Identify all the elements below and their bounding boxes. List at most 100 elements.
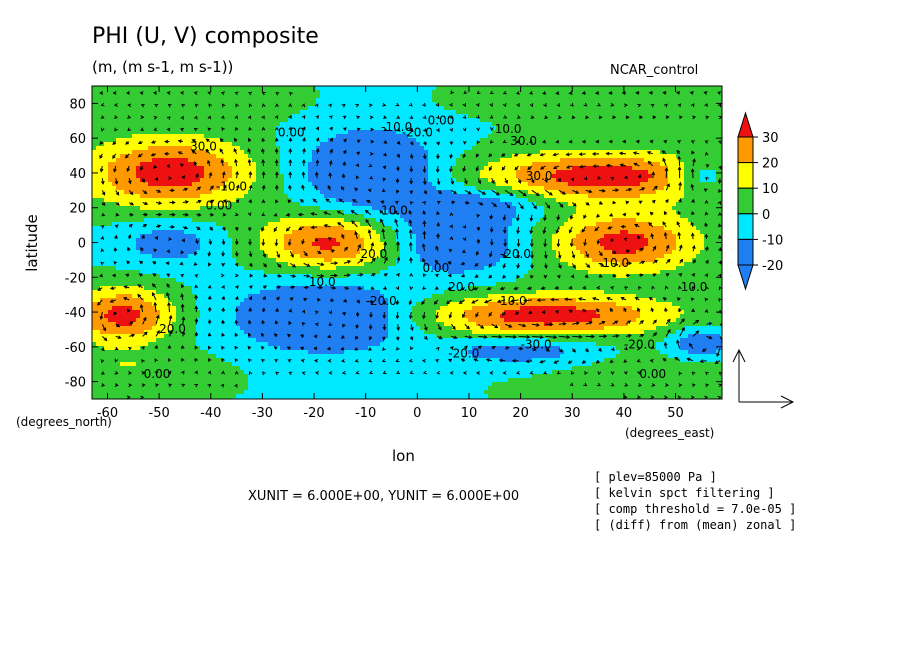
field-cell bbox=[204, 354, 209, 359]
field-cell bbox=[212, 170, 217, 175]
field-cell bbox=[248, 122, 253, 127]
field-cell bbox=[164, 298, 169, 303]
field-cell bbox=[292, 322, 297, 327]
field-cell bbox=[156, 242, 161, 247]
field-cell bbox=[304, 234, 309, 239]
field-cell bbox=[220, 218, 225, 223]
field-cell bbox=[256, 362, 261, 367]
field-cell bbox=[340, 226, 345, 231]
field-cell bbox=[320, 98, 325, 103]
field-cell bbox=[248, 330, 253, 335]
field-cell bbox=[136, 158, 141, 163]
field-cell bbox=[124, 122, 129, 127]
field-cell bbox=[300, 118, 305, 123]
field-cell bbox=[236, 322, 241, 327]
field-cell bbox=[200, 94, 205, 99]
field-cell bbox=[232, 342, 237, 347]
field-cell bbox=[184, 242, 189, 247]
field-cell bbox=[116, 370, 121, 375]
field-cell bbox=[116, 158, 121, 163]
field-cell bbox=[100, 366, 105, 371]
field-cell bbox=[100, 134, 105, 139]
field-cell bbox=[196, 202, 201, 207]
field-cell bbox=[312, 266, 317, 271]
field-cell bbox=[308, 326, 313, 331]
field-cell bbox=[264, 254, 269, 259]
field-cell bbox=[272, 162, 277, 167]
field-cell bbox=[104, 202, 109, 207]
field-cell bbox=[244, 218, 249, 223]
field-cell bbox=[152, 194, 157, 199]
field-cell bbox=[296, 258, 301, 263]
field-cell bbox=[264, 386, 269, 391]
field-cell bbox=[96, 342, 101, 347]
field-cell bbox=[272, 122, 277, 127]
field-cell bbox=[256, 246, 261, 251]
field-cell bbox=[292, 198, 297, 203]
field-cell bbox=[192, 382, 197, 387]
field-cell bbox=[328, 178, 333, 183]
field-cell bbox=[188, 86, 193, 91]
field-cell bbox=[272, 306, 277, 311]
field-cell bbox=[320, 166, 325, 171]
field-cell bbox=[308, 354, 313, 359]
field-cell bbox=[176, 158, 181, 163]
field-cell bbox=[292, 142, 297, 147]
field-cell bbox=[168, 222, 173, 227]
field-cell bbox=[120, 302, 125, 307]
field-cell bbox=[292, 370, 297, 375]
field-cell bbox=[308, 154, 313, 159]
field-cell bbox=[252, 322, 257, 327]
field-cell bbox=[296, 214, 301, 219]
field-cell bbox=[276, 94, 281, 99]
field-cell bbox=[236, 170, 241, 175]
field-cell bbox=[160, 102, 165, 107]
field-cell bbox=[208, 134, 213, 139]
field-cell bbox=[104, 170, 109, 175]
field-cell bbox=[268, 206, 273, 211]
field-cell bbox=[328, 194, 333, 199]
field-cell bbox=[324, 358, 329, 363]
field-cell bbox=[292, 302, 297, 307]
field-cell bbox=[108, 362, 113, 367]
field-cell bbox=[252, 222, 257, 227]
field-cell bbox=[212, 158, 217, 163]
field-cell bbox=[272, 310, 277, 315]
field-cell bbox=[108, 310, 113, 315]
field-cell bbox=[308, 234, 313, 239]
field-cell bbox=[180, 210, 185, 215]
field-cell bbox=[304, 190, 309, 195]
field-cell bbox=[276, 310, 281, 315]
field-cell bbox=[124, 298, 129, 303]
field-cell bbox=[220, 162, 225, 167]
field-cell bbox=[168, 118, 173, 123]
field-cell bbox=[304, 142, 309, 147]
field-cell bbox=[180, 138, 185, 143]
field-cell bbox=[296, 394, 301, 399]
field-cell bbox=[96, 234, 101, 239]
field-cell bbox=[316, 286, 321, 291]
field-cell bbox=[264, 382, 269, 387]
field-cell bbox=[148, 346, 153, 351]
field-cell bbox=[116, 298, 121, 303]
field-cell bbox=[136, 322, 141, 327]
field-cell bbox=[212, 306, 217, 311]
field-cell bbox=[124, 198, 129, 203]
field-cell bbox=[148, 86, 153, 91]
field-cell bbox=[184, 298, 189, 303]
field-cell bbox=[252, 366, 257, 371]
field-cell bbox=[216, 246, 221, 251]
field-cell bbox=[168, 286, 173, 291]
field-cell bbox=[220, 134, 225, 139]
field-cell bbox=[140, 146, 145, 151]
field-cell bbox=[212, 246, 217, 251]
field-cell bbox=[228, 322, 233, 327]
field-cell bbox=[236, 190, 241, 195]
field-cell bbox=[292, 130, 297, 135]
field-cell bbox=[124, 94, 129, 99]
field-cell bbox=[268, 194, 273, 199]
field-cell bbox=[164, 246, 169, 251]
field-cell bbox=[224, 278, 229, 283]
field-cell bbox=[232, 182, 237, 187]
field-cell bbox=[92, 218, 97, 223]
